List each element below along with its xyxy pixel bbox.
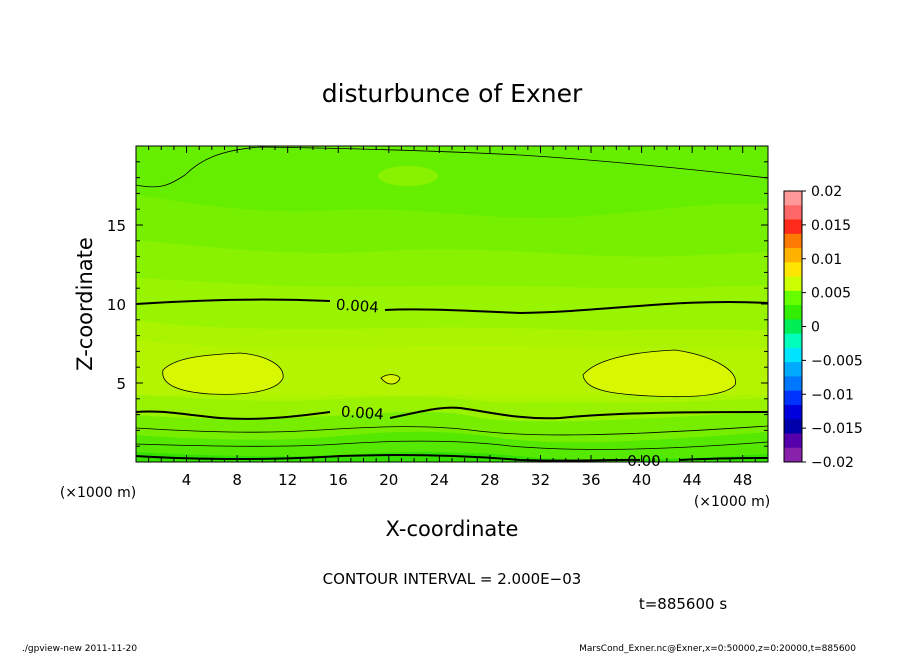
colorbar-segment [784,433,802,449]
plot-area [136,146,768,462]
time-text: t=885600 s [639,595,727,613]
blob-top [378,166,438,186]
x-axis: 4 8 12 16 20 24 28 32 36 40 44 48 [148,146,756,489]
contour-interval-text: CONTOUR INTERVAL = 2.000E−03 [323,570,582,588]
blob-right [582,349,736,398]
colorbar-segment [784,219,802,235]
colorbar-segment [784,305,802,320]
contour-label-upper: 0.004 [335,296,379,317]
colorbar-segment [784,205,802,221]
colorbar-segment [784,390,802,406]
x-tick-label: 36 [581,471,600,489]
y-tick-label: 5 [116,375,126,393]
colorbar-label: −0.005 [811,353,863,369]
colorbar-label: −0.01 [811,387,854,403]
colorbar-segment [784,347,802,363]
blob-left [162,352,284,395]
x-tick-label: 8 [232,471,242,489]
y-tick-label: 15 [107,217,126,235]
y-axis-unit: (×1000 m) [60,485,136,501]
colorbar-segment [784,447,802,463]
colorbar-label: 0.02 [811,184,842,200]
x-tick-label: 28 [480,471,499,489]
chart-title: disturbunce of Exner [322,79,583,108]
colorbar-segment [784,191,802,206]
band-h [136,431,768,462]
colorbar-segment [784,276,802,292]
colorbar-segment [784,319,802,335]
colorbar-segment [784,404,802,420]
x-axis-unit: (×1000 m) [694,494,770,510]
colorbar-segment [784,376,802,392]
x-tick-label: 16 [329,471,348,489]
y-tick-label: 10 [107,296,126,314]
colorbar-segment [784,362,802,377]
colorbar-segment [784,333,802,349]
colorbar-segment [784,290,802,306]
x-axis-label: X-coordinate [386,517,519,541]
x-tick-label: 32 [531,471,550,489]
colorbar-label: 0.01 [811,252,842,268]
y-axis-label: Z-coordinate [73,237,97,371]
blob-center [380,374,401,385]
y-axis: 5 10 15 [107,161,768,447]
contour-0.002-lower [136,425,768,436]
colorbar-label: −0.02 [811,455,854,471]
x-tick-label: 44 [683,471,702,489]
colorbar-segment [784,419,802,434]
x-tick-label: 20 [379,471,398,489]
contour-0.004-lower [136,406,768,420]
contour-0.002-bottom [136,440,768,450]
contour-0.002-top [136,146,768,188]
colorbar-label: −0.015 [811,421,863,437]
footer-right: MarsCond_Exner.nc@Exner,x=0:50000,z=0:20… [579,644,856,654]
colorbar: 0.02 0.015 0.01 0.005 0 −0.005 −0.01 −0.015 −0.0… [783,184,863,471]
colorbar-segment [784,233,802,249]
colorbar-label: 0 [811,320,820,336]
x-tick-label: 40 [632,471,651,489]
colorbar-label: 0.015 [811,218,851,234]
colorbar-label: 0.005 [811,286,851,302]
colorbar-segment [784,262,802,278]
contour-label-lower: 0.004 [340,403,384,424]
contour-label-zero: 0.00 [627,452,660,470]
footer-left: ./gpview-new 2011-11-20 [22,644,137,654]
x-tick-label: 4 [182,471,192,489]
x-tick-label: 48 [733,471,752,489]
x-tick-label: 12 [278,471,297,489]
contour-0.004-upper [136,298,768,315]
x-tick-label: 24 [430,471,449,489]
colorbar-segment [784,248,802,263]
